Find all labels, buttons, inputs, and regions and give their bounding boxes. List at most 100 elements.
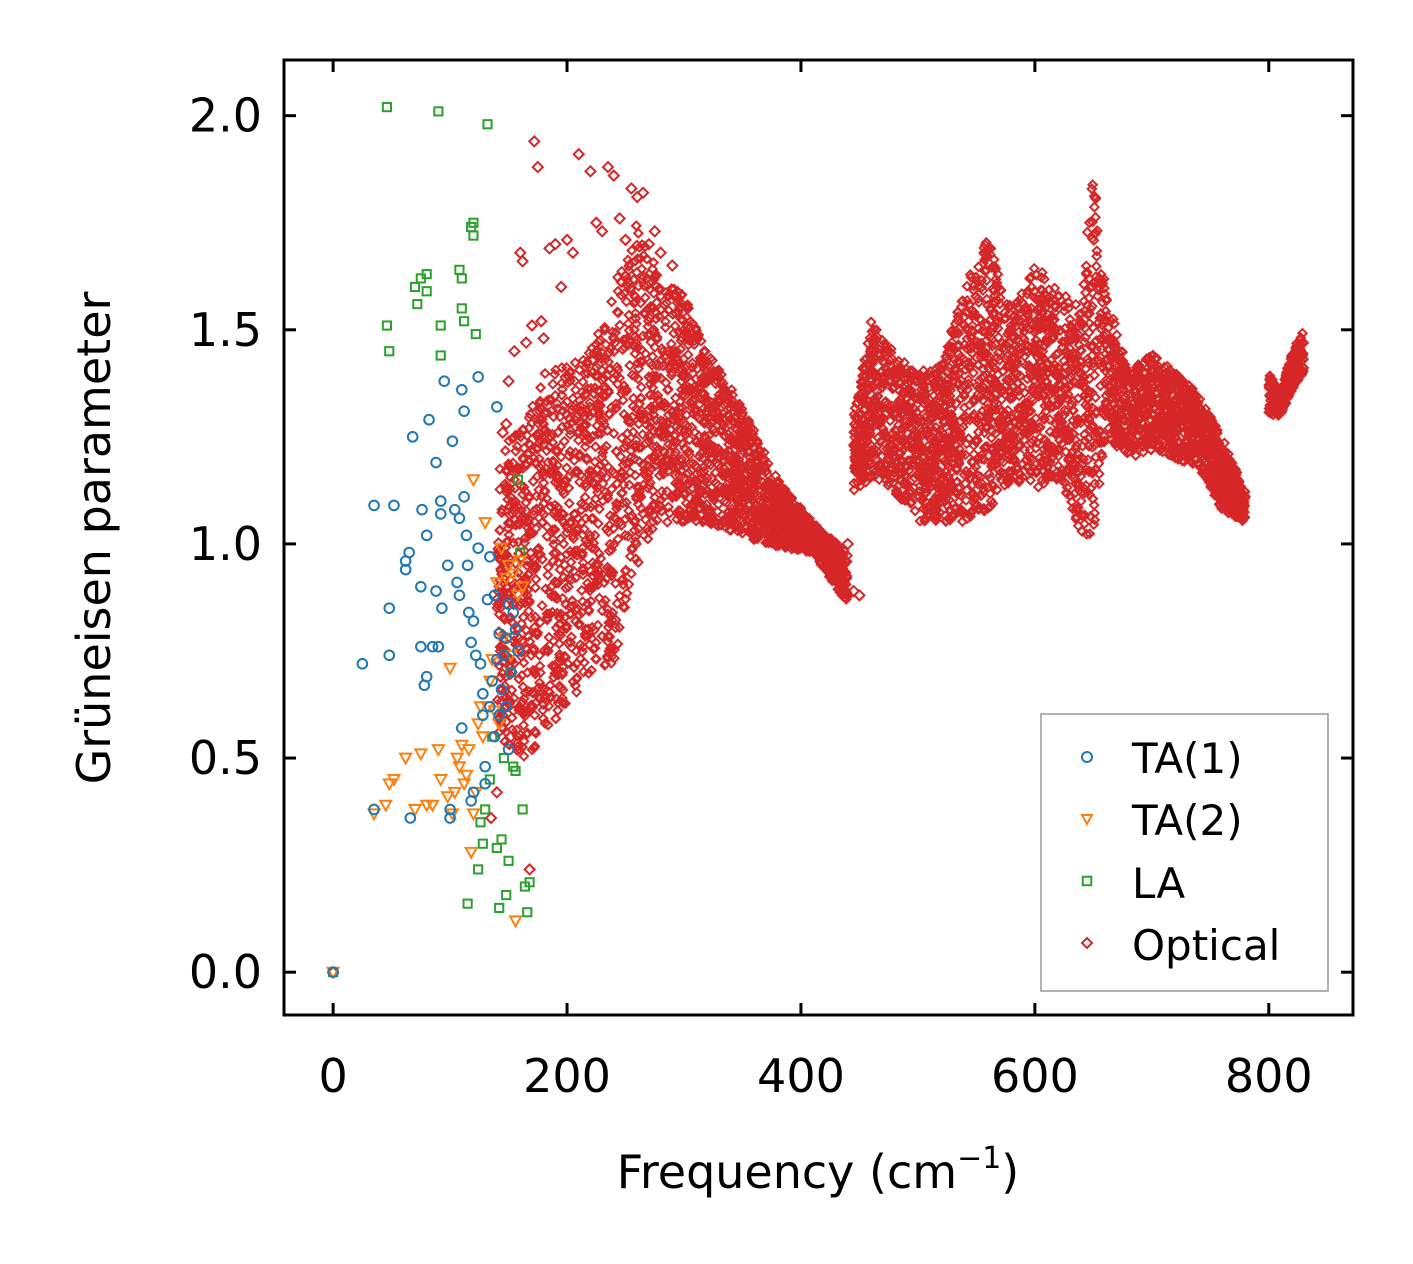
- optical-point: [757, 496, 769, 508]
- optical-point: [1047, 330, 1059, 343]
- optical-point: [510, 638, 522, 651]
- optical-point: [641, 253, 653, 265]
- optical-point: [589, 441, 602, 453]
- optical-point: [950, 364, 962, 376]
- optical-point: [549, 667, 561, 679]
- optical-point: [599, 486, 612, 498]
- optical-point: [737, 429, 749, 441]
- optical-point: [572, 619, 585, 631]
- optical-point: [525, 611, 537, 624]
- optical-point: [716, 486, 728, 499]
- optical-point: [536, 467, 549, 479]
- optical-point: [776, 492, 788, 504]
- optical-point: [686, 421, 698, 433]
- optical-point: [584, 396, 596, 409]
- optical-point: [1161, 360, 1174, 372]
- optical-point: [736, 462, 748, 475]
- optical-point: [998, 344, 1010, 356]
- optical-point: [581, 454, 593, 466]
- optical-point: [503, 739, 516, 751]
- optical-point: [556, 383, 568, 395]
- optical-point: [587, 354, 599, 366]
- optical-point: [521, 594, 533, 607]
- optical-point: [610, 398, 622, 410]
- optical-point: [590, 653, 603, 665]
- optical-point: [958, 402, 970, 414]
- optical-point: [611, 503, 623, 515]
- optical-point: [626, 244, 638, 257]
- optical-point: [999, 380, 1011, 392]
- optical-point: [524, 408, 536, 420]
- optical-point: [531, 626, 544, 639]
- optical-point: [659, 400, 671, 413]
- optical-point: [653, 360, 665, 372]
- optical-point: [592, 328, 604, 340]
- optical-point: [604, 617, 616, 630]
- optical-point: [623, 578, 635, 590]
- optical-point: [655, 505, 668, 517]
- optical-point: [558, 571, 570, 583]
- optical-point: [592, 518, 604, 530]
- optical-point: [691, 409, 703, 422]
- optical-point: [534, 502, 546, 515]
- optical-point: [1038, 273, 1050, 285]
- optical-point: [704, 410, 716, 422]
- optical-point: [620, 564, 632, 576]
- optical-point: [699, 475, 711, 487]
- optical-point: [909, 505, 921, 517]
- optical-point: [758, 515, 770, 527]
- optical-point: [921, 501, 933, 514]
- optical-point: [715, 416, 727, 429]
- optical-point: [522, 522, 534, 534]
- optical-point: [828, 572, 840, 585]
- optical-point: [606, 483, 618, 495]
- optical-point: [529, 582, 541, 594]
- optical-point: [679, 429, 692, 441]
- optical-point: [746, 503, 758, 516]
- optical-point: [600, 338, 612, 351]
- optical-point: [954, 506, 967, 518]
- optical-point: [895, 409, 907, 421]
- optical-point: [716, 509, 728, 522]
- optical-point: [1096, 296, 1109, 309]
- optical-point: [555, 451, 567, 463]
- optical-point: [1060, 345, 1072, 357]
- optical-point: [1024, 366, 1037, 379]
- optical-point: [600, 471, 612, 483]
- optical-point: [526, 744, 538, 756]
- optical-point: [635, 381, 647, 393]
- optical-point: [547, 411, 560, 423]
- optical-point: [670, 361, 682, 373]
- optical-point: [1158, 393, 1170, 406]
- optical-point: [536, 417, 549, 429]
- optical-point: [577, 562, 589, 574]
- optical-point: [813, 546, 825, 559]
- optical-point: [992, 437, 1005, 449]
- optical-point: [1222, 507, 1235, 519]
- optical-point: [717, 470, 729, 482]
- optical-point: [959, 449, 972, 461]
- optical-point: [549, 499, 561, 511]
- optical-point: [594, 399, 606, 411]
- optical-point: [679, 382, 691, 394]
- optical-point: [640, 470, 652, 482]
- optical-point: [1086, 441, 1099, 453]
- optical-point: [1036, 474, 1048, 486]
- optical-point: [641, 522, 653, 534]
- optical-point: [653, 469, 666, 482]
- optical-point: [629, 307, 642, 319]
- optical-point: [713, 450, 725, 462]
- optical-point: [697, 446, 709, 458]
- optical-point: [605, 609, 617, 621]
- optical-point: [1078, 518, 1091, 530]
- optical-point: [589, 642, 601, 654]
- optical-point: [557, 405, 569, 417]
- optical-point: [792, 501, 804, 513]
- optical-point: [613, 621, 626, 634]
- optical-point: [516, 634, 528, 647]
- optical-point: [1032, 481, 1044, 493]
- optical-point: [527, 475, 539, 487]
- optical-point: [1047, 401, 1059, 413]
- optical-point: [527, 687, 539, 699]
- optical-point: [673, 469, 685, 481]
